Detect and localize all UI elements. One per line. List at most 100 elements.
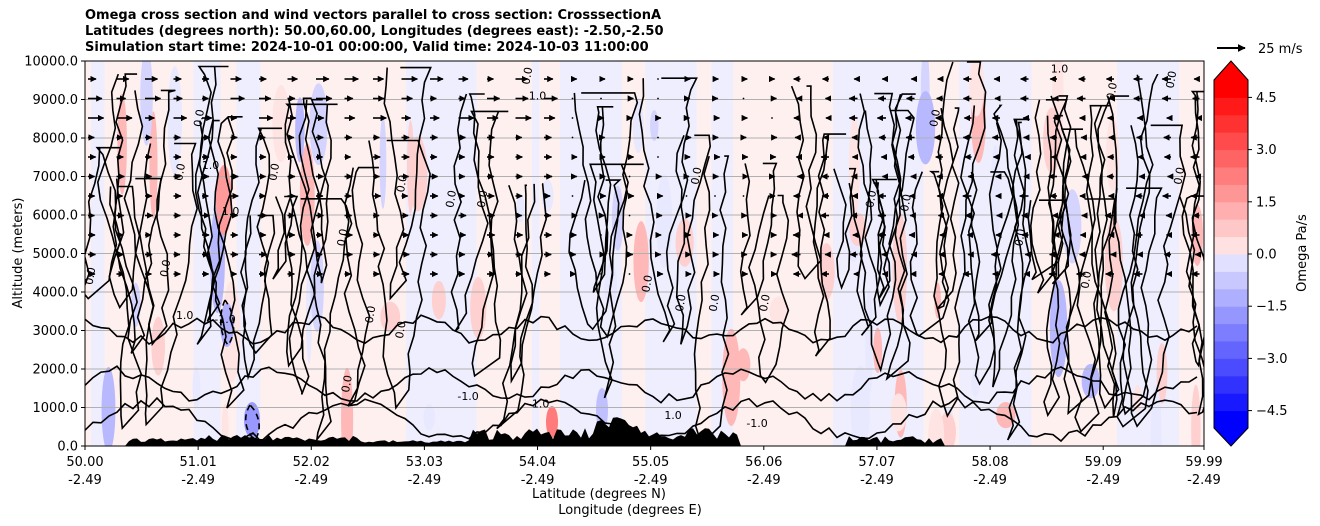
contour-label: 0.0	[673, 293, 689, 312]
contour-label: 0.0	[363, 305, 379, 324]
colorbar-segment	[1214, 184, 1248, 203]
omega-positive-cell	[546, 406, 558, 438]
terrain	[85, 417, 1204, 446]
colorbar-segment	[1214, 323, 1248, 342]
x-tick-label-latitude: 50.00	[66, 455, 103, 470]
omega-negative-cell	[309, 83, 328, 166]
wind-vector	[771, 117, 773, 119]
omega-negative-cell	[192, 366, 201, 409]
contour-label: 1.0	[1051, 63, 1069, 76]
wind-vector	[628, 175, 631, 178]
zero-contour-line	[1029, 99, 1068, 294]
negative-contour-line	[244, 404, 260, 442]
colorbar-tick-label: 4.5	[1256, 91, 1277, 106]
colorbar-segment	[1214, 114, 1248, 133]
zero-contour-line	[240, 127, 282, 355]
x-tick-label-longitude: -2.49	[294, 473, 328, 488]
x-tick-label-latitude: 58.08	[971, 455, 1008, 470]
colorbar-tick-label: −3.0	[1256, 352, 1288, 367]
zero-contour-line	[568, 179, 622, 331]
omega-positive-cell	[934, 282, 941, 319]
x-tick-label-longitude: -2.49	[973, 473, 1007, 488]
contour-label: 0.0	[1164, 70, 1180, 89]
zero-contour-line	[85, 314, 1198, 346]
contour-label: 0.0	[443, 189, 459, 208]
contour-label: 0.0	[191, 108, 207, 127]
zero-contour-line	[909, 170, 950, 337]
zero-contour-line	[1006, 118, 1032, 441]
x-tick-label-longitude: -2.49	[747, 473, 781, 488]
wind-vector	[600, 273, 602, 275]
colorbar: 4.5 3.0 1.5 0.0 −1.5 −3.0 −4.5	[1213, 60, 1288, 447]
x-axis: 50.00 -2.49 51.01 -2.49 52.02 -2.49 53.03 -2.49…	[66, 446, 1223, 488]
colorbar-segment	[1214, 236, 1248, 255]
zero-contour-line	[675, 134, 712, 345]
zero-contour-line	[739, 162, 778, 316]
zero-contour-line	[1085, 104, 1120, 410]
colorbar-label: Omega Pa/s	[1295, 214, 1310, 292]
omega-negative-cell	[650, 110, 659, 142]
x-axis-label-longitude: Longitude (degrees E)	[558, 503, 702, 518]
colorbar-segment	[1214, 306, 1248, 325]
zero-contour-line	[289, 198, 353, 443]
chart-title-line-3: Simulation start time: 2024-10-01 00:00:…	[85, 40, 649, 55]
wind-vector	[571, 136, 574, 139]
x-tick-label-latitude: 59.99	[1185, 455, 1222, 470]
contour-label: 0.0	[689, 166, 705, 185]
y-tick-label: 9000.0	[33, 93, 79, 108]
y-tick-label: 5000.0	[33, 247, 79, 262]
y-tick-label: 1000.0	[33, 401, 79, 416]
x-tick-label-latitude: 56.06	[745, 455, 782, 470]
wind-vector	[628, 136, 631, 139]
y-tick-label: 3000.0	[33, 324, 79, 339]
colorbar-tick-label: −1.5	[1256, 300, 1288, 315]
contour-label: 1.0	[176, 309, 194, 322]
reference-vector-label: 25 m/s	[1258, 42, 1303, 57]
contour-label: 0.0	[519, 66, 535, 85]
colorbar-segment	[1214, 254, 1248, 272]
wind-vector	[657, 136, 659, 139]
omega-negative-cell	[310, 240, 324, 333]
x-tick-label-longitude: -2.49	[408, 473, 442, 488]
contour-label: 1.0	[222, 205, 240, 218]
omega-negative-cell	[516, 193, 525, 223]
colorbar-segment	[1214, 219, 1248, 238]
contour-label: -1.0	[457, 390, 478, 403]
zero-contour-line	[936, 107, 960, 310]
zero-contour-line	[833, 167, 857, 290]
zero-contour-line	[123, 89, 176, 347]
x-tick-label-latitude: 53.03	[406, 455, 443, 470]
omega-negative-cell	[423, 404, 436, 431]
wind-vector	[571, 195, 574, 197]
zero-contour-line	[85, 146, 121, 300]
colorbar-tick-label: 0.0	[1256, 248, 1277, 263]
y-tick-label: 10000.0	[24, 55, 78, 70]
omega-positive-cell	[928, 408, 945, 446]
omega-positive-cell	[1104, 216, 1123, 312]
zero-contour-line	[206, 116, 243, 322]
y-tick-label: 7000.0	[33, 170, 79, 185]
zero-contour-line	[1113, 187, 1163, 416]
colorbar-tick-label: −4.5	[1256, 404, 1288, 419]
omega-negative-cell	[915, 91, 936, 165]
zero-contour-line	[138, 142, 199, 427]
zero-contour-line	[933, 61, 987, 418]
colorbar-frame	[1213, 60, 1249, 447]
y-tick-label: 0.0	[57, 440, 78, 455]
zero-contour-line	[1043, 95, 1072, 418]
omega-positive-cell	[890, 393, 907, 432]
colorbar-segment	[1214, 97, 1248, 116]
contour-label: 0.0	[1078, 270, 1094, 289]
zero-contour-line	[383, 66, 432, 301]
zero-contour-line	[285, 98, 330, 368]
x-tick-label-latitude: 51.01	[180, 455, 217, 470]
omega-positive-cell	[722, 328, 741, 426]
chart-title-line-1: Omega cross section and wind vectors par…	[85, 8, 662, 23]
y-tick-label: 8000.0	[33, 132, 79, 147]
contour-labels: 0.0 1.0 1.0 0.0 0.0 0.0 1.0 -1.0 0.0 0.0 0.0 0.0 0.0…	[85, 63, 1187, 430]
colorbar-tick-label: 1.5	[1256, 195, 1277, 210]
zero-contour-line	[812, 133, 847, 357]
wind-vector	[600, 97, 602, 100]
contour-label: 0.0	[898, 193, 914, 212]
